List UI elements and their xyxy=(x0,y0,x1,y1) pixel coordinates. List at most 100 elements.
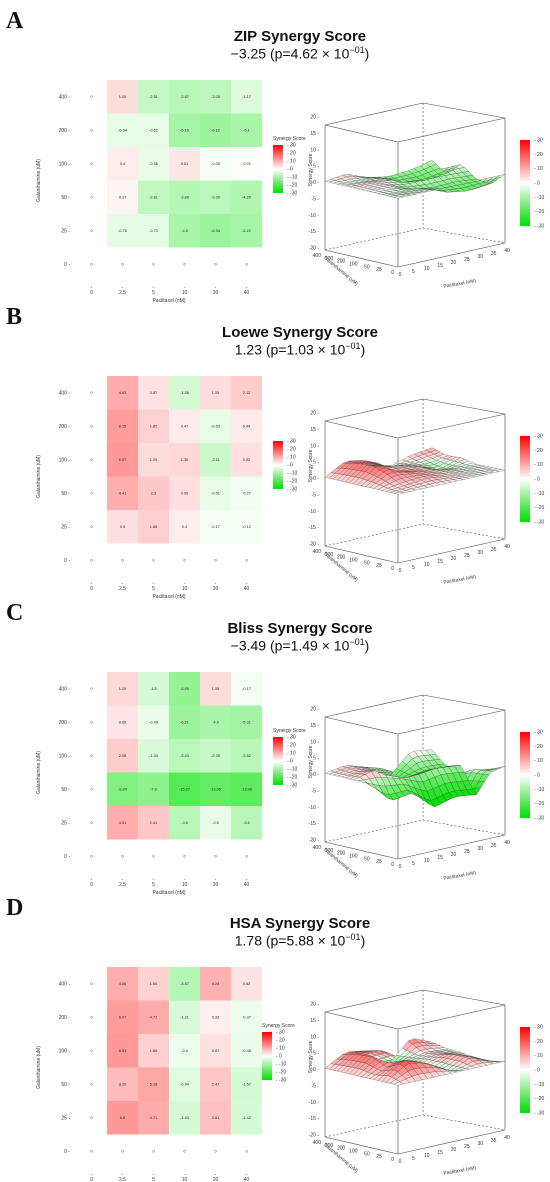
legend-tick-label: - -20 xyxy=(534,209,545,215)
legend-tick-label: - -30 xyxy=(287,191,298,197)
chart-hsa: 0 4.56 1.66 -3.87 4.24 0.82 0 6.07 4.72 -1.31 0.32… xyxy=(36,967,545,1182)
surface-y-tick-label: 50 xyxy=(364,264,370,270)
heatmap-cell xyxy=(76,443,107,477)
heatmap-cell xyxy=(107,772,138,806)
heatmap-cell xyxy=(76,409,107,443)
x-tick-mark: - xyxy=(153,285,155,291)
surface-box-edge xyxy=(397,538,506,564)
cell-value: -3.43 xyxy=(180,754,189,758)
y-tick-label: 200 - xyxy=(59,128,71,134)
z-tick-label: 0 - xyxy=(313,476,319,482)
y-tick-label: 25 - xyxy=(61,228,70,234)
heatmap-cell xyxy=(231,739,262,773)
panel-title: HSA Synergy Score xyxy=(0,915,550,932)
cell-value: -0.4 xyxy=(181,1049,188,1053)
surface-y-tick-label: 50 xyxy=(364,1151,370,1157)
z-tick-label: -20 - xyxy=(309,246,320,252)
cell-value: 0 xyxy=(214,855,216,859)
heatmap-cell xyxy=(231,180,262,214)
y-tick-label: 100 - xyxy=(59,161,71,167)
panel-title-text: Bliss Synergy Score xyxy=(227,620,373,637)
surface-box-edge xyxy=(324,523,424,547)
x-tick-label: 2.5 xyxy=(119,586,126,592)
surface-box-edge xyxy=(324,841,399,860)
heatmap-cell xyxy=(231,1134,262,1168)
panel-score: −3.25 (p=4.62 × 10−01) xyxy=(230,45,370,62)
heatmap-cell xyxy=(107,1000,138,1034)
legend-tick-label: - 30 xyxy=(276,1030,285,1036)
cell-value: 0 xyxy=(90,754,92,758)
cell-value: 0.4 xyxy=(182,525,187,529)
heatmap-cell xyxy=(138,247,169,281)
cell-value: 0.17 xyxy=(119,196,126,200)
surface-facet xyxy=(425,160,437,167)
heatmap-cell xyxy=(107,409,138,443)
cell-value: 0 xyxy=(90,1049,92,1053)
heatmap-cell xyxy=(107,1067,138,1101)
x-tick-label: 0 xyxy=(90,882,93,888)
cell-value: -1.34 xyxy=(149,754,158,758)
cell-value: -2.81 xyxy=(149,196,158,200)
heatmap-cell xyxy=(138,113,169,147)
x-tick-label: 20 xyxy=(213,882,219,888)
heatmap-cell xyxy=(107,839,138,873)
surface-x-tick-label: 40 xyxy=(504,840,510,846)
surface-x-tick-label: 0 xyxy=(399,1159,402,1165)
heatmap-cell xyxy=(169,543,200,577)
panel-title: Bliss Synergy Score xyxy=(0,620,550,637)
cell-value: 0.61 xyxy=(181,162,188,166)
cell-value: 0 xyxy=(121,855,123,859)
legend-tick-label: - 30 xyxy=(287,735,296,741)
cell-value: -3.67 xyxy=(180,95,189,99)
legend-tick-label: - 10 xyxy=(287,455,296,461)
surface-box-edge xyxy=(397,1004,506,1030)
surface-x-tick-label: 25 xyxy=(464,553,470,559)
cell-value: -5.22 xyxy=(242,229,251,233)
legend-colorbar xyxy=(273,441,283,489)
heatmap-cell xyxy=(76,376,107,410)
cell-value: -3.86 xyxy=(180,196,189,200)
cell-value: -6.95 xyxy=(180,687,189,691)
heatmap-cell xyxy=(231,376,262,410)
surface-x-tick-label: 0 xyxy=(399,272,402,278)
x-tick-label: 5 xyxy=(152,882,155,888)
panel-loewe: B Loewe Synergy Score 1.23 (p=1.03 × 10−… xyxy=(0,296,550,600)
legend-tick-label: - 20 xyxy=(287,151,296,157)
legend-tick-label: - 0 xyxy=(287,167,293,173)
surface-x-tick-label: 5 xyxy=(412,565,415,571)
cell-value: 0 xyxy=(90,162,92,166)
heatmap-cell xyxy=(231,1101,262,1135)
cell-value: 1.86 xyxy=(150,1049,157,1053)
surface-x-tick-label: 35 xyxy=(491,547,497,553)
surface-y-tick-label: 100 xyxy=(349,558,358,564)
surface-y-tick-label: 200 xyxy=(337,851,346,857)
heatmap-cell xyxy=(169,772,200,806)
cell-value: -13.98 xyxy=(241,788,252,792)
z-axis-label: Synergy Score xyxy=(308,153,314,186)
x-axis-label: Paclitaxel (nM) xyxy=(152,298,185,304)
legend-tick-label: - -10 xyxy=(534,1082,545,1088)
z-tick-label: 5 - xyxy=(313,756,319,762)
cell-value: 0 xyxy=(152,263,154,267)
y-tick-label: 50 - xyxy=(61,1082,70,1088)
heatmap-cell xyxy=(138,510,169,544)
heatmap-cell xyxy=(200,739,231,773)
cell-value: 0 xyxy=(121,1150,123,1154)
x-tick-mark: - xyxy=(215,877,217,883)
z-tick-label: 15 - xyxy=(310,1018,319,1024)
heatmap-cell xyxy=(231,409,262,443)
surface-plot: 20 - 15 - 10 - 5 - 0 - -5 - -10 - -15 - -20 - Syn… xyxy=(308,398,510,586)
surface-y-tick-label: 100 xyxy=(349,854,358,860)
cell-value: -15.27 xyxy=(179,788,190,792)
heatmap-cell xyxy=(169,705,200,739)
x-tick-mark: - xyxy=(153,1172,155,1178)
cell-value: 0 xyxy=(245,855,247,859)
cell-value: 1.05 xyxy=(212,391,219,395)
surface-box-edge xyxy=(422,819,506,836)
heatmap-cell xyxy=(138,806,169,840)
surface-box-edge xyxy=(422,523,506,540)
legend-tick-label: - 10 xyxy=(276,1046,285,1052)
heatmap-cell xyxy=(200,967,231,1001)
surface-box-edge xyxy=(324,249,399,268)
x-tick-label: 0 xyxy=(90,290,93,296)
